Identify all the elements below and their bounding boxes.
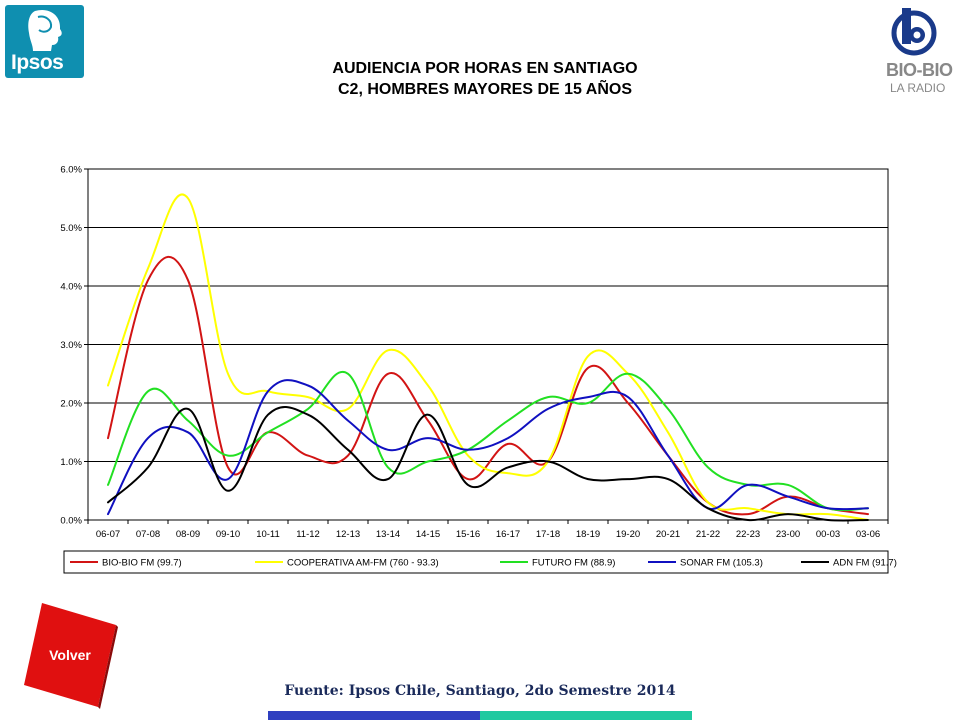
x-tick-label: 10-11 (256, 529, 280, 540)
ipsos-logo-text: Ipsos (11, 51, 64, 74)
audience-chart: 0.0% 1.0% 2.0% 3.0% 4.0% 5.0% 6.0% 06-07 07-08 08… (20, 145, 910, 585)
footer-bar-blue (268, 711, 480, 720)
chart-svg: 0.0% 1.0% 2.0% 3.0% 4.0% 5.0% 6.0% 06-07 07-08 08… (60, 165, 897, 574)
x-tick-label: 11-12 (296, 529, 320, 540)
series-line-4 (107, 406, 869, 522)
x-tick-label: 18-19 (576, 529, 600, 540)
volver-label: Volver (49, 647, 91, 663)
x-tick-label: 07-08 (136, 529, 160, 540)
biobio-logo: BIO-BIO LA RADIO (884, 6, 954, 98)
legend-label-2: FUTURO FM (88.9) (532, 558, 615, 569)
x-tick-label: 17-18 (536, 529, 560, 540)
x-tick-label: 14-15 (416, 529, 440, 540)
legend-box (63, 550, 889, 574)
series-line-0 (107, 255, 869, 516)
title-line-2: C2, HOMBRES MAYORES DE 15 AÑOS (338, 81, 632, 98)
footer-bar-teal (480, 711, 692, 720)
series-line-3 (107, 379, 869, 516)
y-tick-label: 6.0% (60, 165, 82, 176)
x-tick-label: 13-14 (376, 529, 400, 540)
source-note: Fuente: Ipsos Chile, Santiago, 2do Semes… (284, 683, 676, 699)
x-tick-label: 09-10 (216, 529, 240, 540)
legend-label-4: ADN FM (91.7) (833, 558, 897, 569)
x-tick-label: 16-17 (496, 529, 520, 540)
x-tick-label: 21-22 (696, 529, 720, 540)
x-tick-label: 19-20 (616, 529, 640, 540)
y-tick-label: 5.0% (60, 223, 82, 234)
x-tick-label: 23-00 (776, 529, 800, 540)
volver-shape-icon: Volver (24, 603, 118, 709)
ipsos-head-icon (28, 9, 62, 51)
biobio-logo-subtext: LA RADIO (890, 81, 946, 95)
title-line-1: AUDIENCIA POR HORAS EN SANTIAGO (332, 60, 638, 77)
biobio-logo-text: BIO-BIO (886, 60, 953, 80)
x-tick-label: 03-06 (856, 529, 880, 540)
x-tick-label: 15-16 (456, 529, 480, 540)
legend-label-0: BIO-BIO FM (99.7) (102, 558, 182, 569)
x-tick-label: 08-09 (176, 529, 200, 540)
x-tick-label: 20-21 (656, 529, 680, 540)
x-tick-label: 06-07 (96, 529, 120, 540)
y-tick-label: 4.0% (60, 282, 82, 293)
ipsos-logo: Ipsos (5, 5, 84, 78)
legend-label-1: COOPERATIVA AM-FM (760 - 93.3) (287, 558, 439, 569)
x-tick-label: 00-03 (816, 529, 840, 540)
x-tick-label: 12-13 (336, 529, 360, 540)
volver-button[interactable]: Volver (22, 603, 118, 709)
y-tick-label: 1.0% (60, 457, 82, 468)
legend-label-3: SONAR FM (105.3) (680, 558, 763, 569)
y-tick-label: 0.0% (60, 516, 82, 527)
x-tick-label: 22-23 (736, 529, 760, 540)
series-line-2 (107, 370, 869, 512)
y-tick-label: 3.0% (60, 340, 82, 351)
series-line-1 (107, 193, 869, 521)
page-title: AUDIENCIA POR HORAS EN SANTIAGO C2, HOMB… (230, 58, 740, 100)
biobio-emblem-icon (891, 8, 937, 56)
y-tick-label: 2.0% (60, 399, 82, 410)
